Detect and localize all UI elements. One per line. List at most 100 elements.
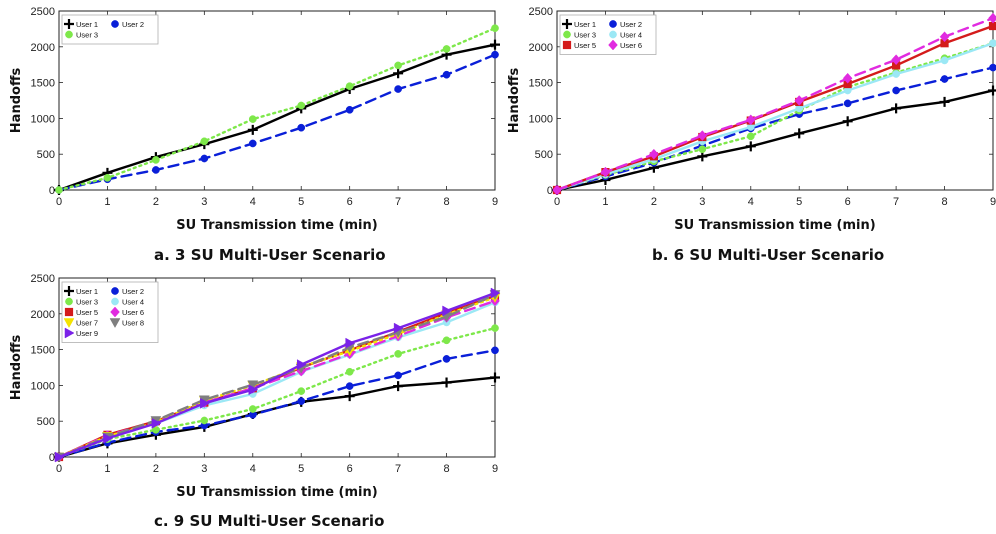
series-line <box>57 53 497 192</box>
data-point <box>988 21 996 31</box>
x-tick-label: 5 <box>298 463 304 475</box>
data-point <box>393 381 404 392</box>
y-axis-label: Handoffs <box>9 335 24 401</box>
legend-label: User 3 <box>574 31 596 40</box>
series-line <box>57 349 497 459</box>
legend-label: User 4 <box>620 31 642 40</box>
series-user-3 <box>55 24 499 194</box>
data-point <box>988 12 996 24</box>
legend-item-user-5: User 5 <box>64 307 98 317</box>
legend-item-user-1: User 1 <box>562 19 596 29</box>
x-tick-label: 6 <box>347 463 353 475</box>
series-user-6 <box>552 12 996 196</box>
data-point <box>442 336 451 345</box>
data-point <box>939 31 950 43</box>
y-tick-label: 1000 <box>31 113 55 125</box>
legend-item-user-8: User 8 <box>109 318 144 329</box>
series-line <box>57 326 497 459</box>
data-point <box>989 63 996 72</box>
x-tick-label: 3 <box>699 196 705 208</box>
legend-item-user-4: User 4 <box>609 31 642 40</box>
data-point <box>200 416 209 425</box>
x-tick-label: 0 <box>56 196 62 208</box>
legend-marker <box>609 20 617 28</box>
x-tick-label: 9 <box>492 196 498 208</box>
data-point <box>152 166 160 174</box>
data-point <box>842 72 853 84</box>
legend-label: User 1 <box>76 20 98 29</box>
data-point <box>345 337 356 349</box>
series-line <box>57 43 497 192</box>
legend-item-user-2: User 2 <box>609 20 642 29</box>
caption-9-su: c. 9 SU Multi-User Scenario <box>154 512 385 530</box>
data-point <box>745 114 756 126</box>
x-tick-label: 6 <box>347 196 353 208</box>
legend-label: User 3 <box>76 298 98 307</box>
y-tick-label: 2500 <box>31 6 55 18</box>
data-point <box>297 123 306 132</box>
legend-marker <box>608 39 618 51</box>
data-point <box>394 371 402 380</box>
series-line <box>555 89 995 192</box>
data-point <box>892 86 900 95</box>
legend-marker <box>609 30 617 39</box>
data-point <box>491 324 499 332</box>
x-tick-label: 1 <box>104 196 110 208</box>
data-point <box>248 405 257 413</box>
y-tick-label: 1500 <box>529 78 553 90</box>
series-line <box>57 299 497 459</box>
data-point <box>891 54 901 66</box>
data-point <box>490 372 500 383</box>
legend-marker <box>562 19 572 29</box>
y-tick-label: 1500 <box>31 78 55 90</box>
legend-item-user-3: User 3 <box>65 31 98 40</box>
data-point <box>552 184 562 196</box>
data-point <box>442 45 451 53</box>
data-point <box>442 355 451 363</box>
x-tick-label: 1 <box>104 463 110 475</box>
data-point <box>345 82 354 91</box>
data-point <box>200 154 209 163</box>
y-tick-label: 0 <box>547 185 553 197</box>
data-point <box>988 85 996 96</box>
x-tick-label: 5 <box>796 196 802 208</box>
data-point <box>394 61 402 70</box>
data-point <box>151 417 162 429</box>
data-point <box>649 148 659 160</box>
data-point <box>247 380 259 391</box>
series-line <box>57 291 497 459</box>
legend-label: User 3 <box>76 31 98 40</box>
x-tick-label: 5 <box>298 196 304 208</box>
x-tick-label: 9 <box>492 463 498 475</box>
series-line <box>555 42 995 192</box>
series-line <box>555 42 995 192</box>
data-point <box>345 382 354 390</box>
data-point <box>55 186 63 194</box>
data-point <box>393 322 404 334</box>
x-tick-label: 1 <box>602 196 608 208</box>
y-tick-label: 1500 <box>31 345 55 357</box>
legend-marker <box>562 40 572 50</box>
data-point <box>393 68 404 79</box>
legend-item-user-4: User 4 <box>111 298 144 307</box>
legend: User 1 User 2 User 3 User 4 User 5 User 6 User… <box>61 281 159 343</box>
data-point <box>842 116 853 127</box>
y-axis-label: Handoffs <box>9 68 24 134</box>
data-point <box>200 137 209 146</box>
data-point <box>54 451 65 463</box>
legend-label: User 7 <box>76 319 98 328</box>
data-point <box>103 432 113 444</box>
data-point <box>491 50 499 59</box>
y-tick-label: 1000 <box>31 380 55 392</box>
legend-item-user-6: User 6 <box>608 39 642 51</box>
data-point <box>247 124 258 135</box>
legend-marker <box>65 297 73 306</box>
legend-label: User 2 <box>122 20 144 29</box>
data-point <box>490 287 501 299</box>
legend-label: User 5 <box>76 308 98 317</box>
legend-label: User 5 <box>574 41 596 50</box>
data-point <box>843 99 852 108</box>
x-tick-label: 0 <box>554 196 560 208</box>
legend-label: User 2 <box>620 20 642 29</box>
